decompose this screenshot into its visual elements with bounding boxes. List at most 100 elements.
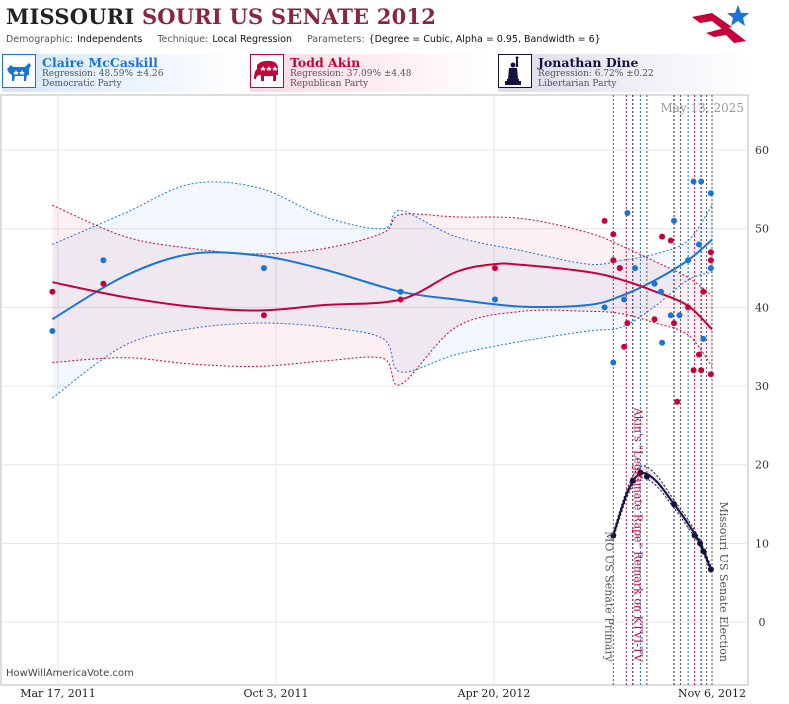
data-point bbox=[700, 335, 707, 342]
chart-parameters: Demographic: Independents Technique: Local… bbox=[6, 34, 613, 45]
demographic-value: Independents bbox=[77, 34, 143, 45]
technique-value: Local Regression bbox=[212, 34, 292, 45]
data-point bbox=[707, 190, 714, 197]
data-point bbox=[707, 371, 714, 378]
data-point bbox=[629, 477, 636, 484]
confidence-band-upper bbox=[52, 204, 713, 296]
parameters-label: Parameters: bbox=[307, 34, 365, 45]
y-tick-label: 20 bbox=[755, 459, 769, 472]
data-point bbox=[671, 501, 677, 508]
candidate-party: Libertarian Party bbox=[538, 79, 617, 89]
plot-frame bbox=[0, 94, 749, 686]
data-point bbox=[637, 469, 644, 476]
data-point bbox=[621, 343, 628, 350]
data-point bbox=[100, 257, 107, 264]
confidence-band-upper bbox=[612, 465, 712, 567]
candidate-name: Claire McCaskill bbox=[42, 55, 158, 70]
confidence-band-lower bbox=[52, 271, 713, 399]
data-point bbox=[621, 296, 628, 303]
data-point bbox=[696, 351, 702, 358]
data-point bbox=[698, 367, 705, 374]
y-tick-label: 50 bbox=[755, 223, 769, 236]
data-point bbox=[610, 231, 617, 238]
candidate-regression: Regression: 6.72% ±0.22 bbox=[538, 69, 654, 79]
data-point bbox=[397, 288, 404, 295]
y-tick-label: 10 bbox=[755, 537, 769, 550]
data-point bbox=[492, 265, 498, 272]
confidence-band bbox=[52, 181, 712, 398]
title-state-overlap: SOURI bbox=[141, 4, 222, 29]
confidence-band bbox=[52, 205, 712, 386]
data-point bbox=[671, 217, 677, 224]
donkey-icon bbox=[2, 54, 36, 88]
candidate-regression: Regression: 48.59% ±4.26 bbox=[42, 69, 164, 79]
data-point bbox=[696, 241, 702, 248]
title-state: MISSOURI bbox=[6, 4, 135, 29]
event-annotation-label: Akin's "Legitimate Rape" Remark on KTVI-… bbox=[631, 407, 644, 663]
x-tick-label: Apr 20, 2012 bbox=[457, 687, 531, 700]
data-point bbox=[707, 257, 714, 264]
data-point bbox=[601, 304, 608, 311]
data-point bbox=[690, 367, 697, 374]
data-point bbox=[601, 217, 608, 224]
source-credit: HowWillAmericaVote.com bbox=[6, 668, 134, 679]
date-stamp: May 13, 2025 bbox=[661, 101, 744, 115]
y-tick-label: 60 bbox=[755, 144, 769, 157]
candidate-name: Todd Akin bbox=[290, 55, 361, 70]
data-point bbox=[610, 532, 617, 539]
candidate-party: Republican Party bbox=[290, 79, 369, 89]
data-point bbox=[624, 210, 631, 216]
data-point bbox=[700, 548, 707, 555]
data-point bbox=[698, 178, 705, 185]
data-point bbox=[676, 312, 683, 319]
data-point bbox=[632, 265, 638, 272]
y-tick-label: 0 bbox=[759, 616, 766, 629]
event-annotation-label: MO US Senate Primary bbox=[602, 531, 615, 663]
data-point bbox=[658, 288, 664, 295]
candidate-party: Democratic Party bbox=[42, 79, 122, 89]
data-point bbox=[643, 473, 650, 480]
data-point bbox=[651, 280, 658, 287]
page-title: MISSOURI SOURI US SENATE 2012 bbox=[6, 4, 436, 29]
data-point bbox=[697, 540, 704, 547]
data-point bbox=[685, 257, 692, 264]
data-point bbox=[616, 265, 623, 272]
data-point bbox=[397, 296, 404, 303]
data-point bbox=[100, 280, 107, 287]
parameters-value: {Degree = Cubic, Alpha = 0.95, Bandwidth… bbox=[368, 34, 601, 45]
data-point bbox=[700, 288, 707, 295]
data-point bbox=[624, 320, 631, 327]
data-point bbox=[610, 359, 617, 366]
data-point bbox=[659, 233, 666, 240]
demographic-label: Demographic: bbox=[6, 34, 74, 45]
trend-line bbox=[52, 262, 713, 331]
technique-label: Technique: bbox=[157, 34, 209, 45]
data-point bbox=[674, 398, 681, 405]
data-point bbox=[691, 532, 698, 539]
liberty-statue-icon bbox=[498, 54, 532, 88]
candidate-regression: Regression: 37.09% ±4.48 bbox=[290, 69, 412, 79]
data-point bbox=[707, 249, 714, 256]
data-point bbox=[260, 265, 267, 272]
event-annotation-label: Missouri US Senate Election bbox=[717, 502, 730, 662]
trend-line bbox=[51, 238, 713, 321]
candidate-card-dine: Jonathan Dine Regression: 6.72% ±0.22 Li… bbox=[498, 54, 750, 92]
y-tick-label: 40 bbox=[755, 301, 769, 314]
x-tick-label: Oct 3, 2011 bbox=[243, 687, 308, 700]
data-point bbox=[667, 237, 674, 244]
data-point bbox=[707, 265, 714, 272]
x-tick-label: Nov 6, 2012 bbox=[678, 687, 746, 700]
candidate-name: Jonathan Dine bbox=[538, 55, 639, 70]
data-point bbox=[685, 304, 692, 311]
data-point bbox=[671, 320, 677, 327]
confidence-band-upper bbox=[52, 181, 713, 265]
data-point bbox=[610, 257, 617, 264]
data-point bbox=[49, 328, 56, 334]
data-point bbox=[49, 288, 56, 295]
data-point bbox=[651, 316, 658, 323]
x-tick-label: Mar 17, 2011 bbox=[20, 687, 96, 700]
candidate-card-mccaskill: Claire McCaskill Regression: 48.59% ±4.2… bbox=[2, 54, 242, 92]
site-logo-icon bbox=[692, 5, 749, 43]
title-race: US SENATE 2012 bbox=[229, 4, 437, 29]
